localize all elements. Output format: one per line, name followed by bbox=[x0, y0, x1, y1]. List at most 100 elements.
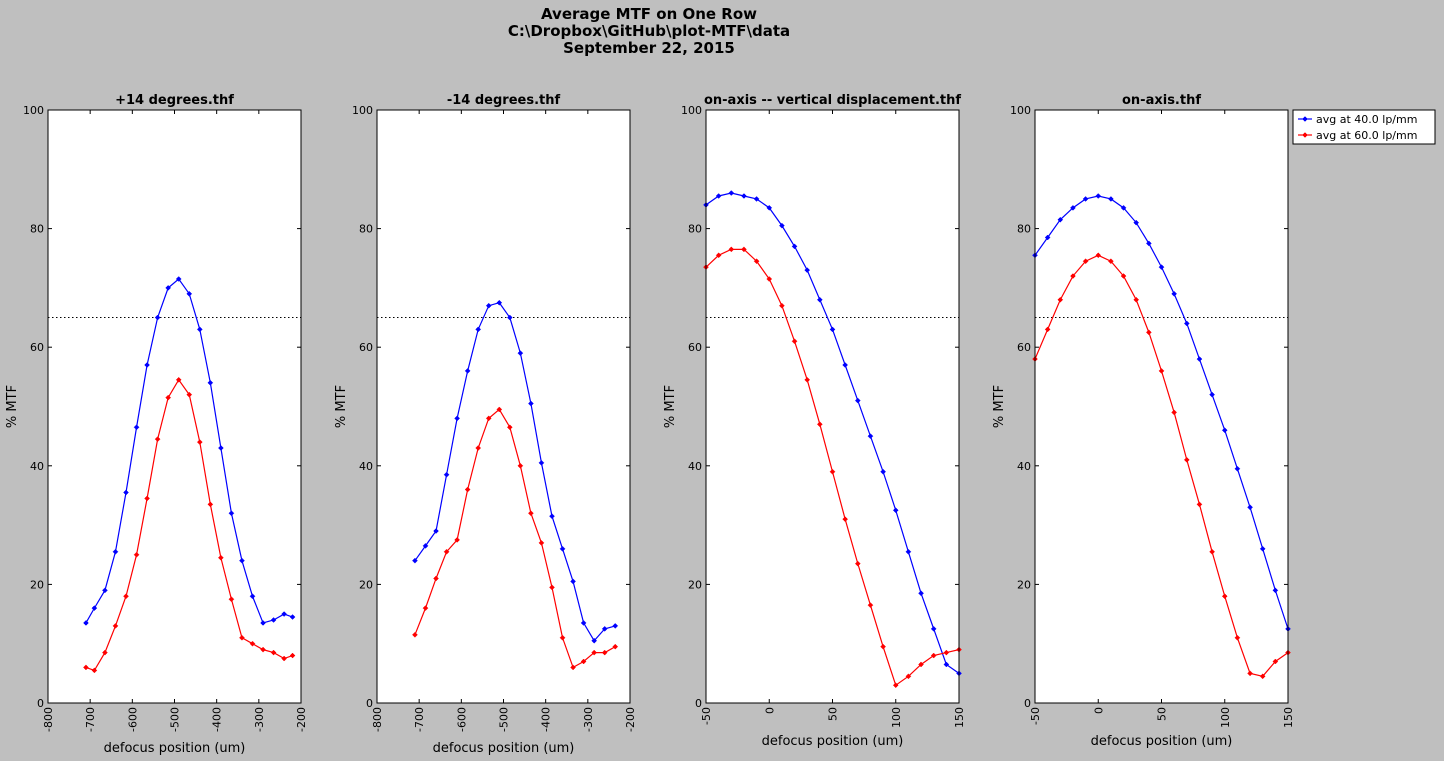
data-point bbox=[154, 314, 161, 321]
y-tick-label: 80 bbox=[688, 223, 702, 236]
plot-area bbox=[48, 110, 301, 703]
data-point bbox=[791, 338, 798, 345]
data-point bbox=[538, 540, 545, 546]
y-tick-label: 100 bbox=[1010, 104, 1031, 117]
data-point bbox=[570, 578, 576, 585]
data-point bbox=[528, 510, 534, 517]
data-point bbox=[905, 548, 912, 555]
x-tick-label: -500 bbox=[498, 707, 511, 732]
subplot-1: 0 20 40 60 80 100 -800 -700 -600 -500 -400 -300 -200… bbox=[5, 93, 308, 756]
data-point bbox=[154, 436, 161, 442]
data-point bbox=[207, 501, 214, 508]
data-point bbox=[930, 652, 937, 659]
data-point bbox=[433, 575, 439, 582]
data-point bbox=[1108, 196, 1114, 202]
data-point bbox=[591, 649, 598, 656]
data-point bbox=[867, 433, 874, 440]
data-point bbox=[485, 415, 492, 422]
data-point bbox=[422, 543, 429, 549]
data-point bbox=[1145, 240, 1152, 247]
y-axis-label: % MTF bbox=[663, 385, 678, 428]
y-axis-label: % MTF bbox=[334, 385, 349, 428]
data-point bbox=[281, 655, 287, 662]
data-point bbox=[1082, 196, 1089, 202]
legend: avg at 40.0 lp/mm avg at 60.0 lp/mm bbox=[1292, 109, 1436, 145]
data-point bbox=[102, 649, 108, 656]
x-tick-label: -700 bbox=[84, 707, 97, 732]
data-point bbox=[1082, 258, 1089, 265]
subplot-2: 0 20 40 60 80 100 -800 -700 -600 -500 -400 -300 -200… bbox=[334, 93, 637, 756]
data-point bbox=[196, 439, 203, 445]
y-tick-label: 20 bbox=[359, 578, 373, 591]
series-line-1 bbox=[414, 302, 616, 642]
data-point bbox=[496, 406, 503, 413]
data-point bbox=[112, 623, 119, 629]
data-point bbox=[804, 376, 811, 383]
data-point bbox=[289, 652, 296, 659]
plot-area bbox=[1035, 110, 1288, 703]
data-point bbox=[905, 673, 912, 680]
data-point bbox=[228, 596, 235, 603]
data-point bbox=[867, 602, 874, 609]
data-point bbox=[1044, 234, 1051, 241]
y-tick-label: 60 bbox=[1017, 341, 1031, 354]
data-point bbox=[766, 204, 773, 211]
data-point bbox=[829, 468, 836, 475]
data-point bbox=[580, 658, 587, 665]
data-point bbox=[741, 246, 747, 253]
data-point bbox=[549, 584, 555, 591]
data-point bbox=[1158, 264, 1165, 270]
data-point bbox=[1070, 204, 1076, 211]
data-point bbox=[612, 643, 619, 650]
data-point bbox=[218, 554, 224, 561]
data-point bbox=[816, 296, 823, 303]
data-point bbox=[443, 471, 450, 478]
y-tick-label: 40 bbox=[30, 460, 44, 473]
y-tick-label: 40 bbox=[688, 460, 702, 473]
data-point bbox=[1171, 290, 1178, 297]
data-point bbox=[102, 587, 108, 594]
data-point bbox=[517, 462, 524, 469]
data-point bbox=[601, 626, 608, 632]
x-tick-label: -500 bbox=[169, 707, 182, 732]
data-point bbox=[175, 376, 182, 383]
x-tick-label: 150 bbox=[1282, 707, 1295, 728]
data-point bbox=[1183, 457, 1190, 463]
data-point bbox=[549, 513, 555, 520]
data-point bbox=[779, 222, 785, 229]
data-point bbox=[249, 640, 256, 647]
data-point bbox=[538, 459, 545, 466]
x-tick-label: 50 bbox=[827, 707, 840, 721]
data-point bbox=[1234, 465, 1241, 472]
data-point bbox=[1221, 427, 1228, 434]
data-point bbox=[1095, 252, 1102, 259]
data-point bbox=[842, 362, 849, 368]
data-point bbox=[1095, 193, 1102, 199]
y-tick-label: 100 bbox=[681, 104, 702, 117]
data-point bbox=[133, 424, 140, 431]
data-point bbox=[753, 258, 760, 265]
data-point bbox=[842, 516, 849, 523]
data-point bbox=[270, 649, 277, 656]
data-point bbox=[289, 614, 296, 620]
y-tick-label: 100 bbox=[23, 104, 44, 117]
data-point bbox=[591, 637, 598, 644]
data-point bbox=[91, 605, 98, 611]
data-point bbox=[1221, 593, 1228, 600]
y-tick-label: 80 bbox=[30, 223, 44, 236]
data-point bbox=[249, 593, 256, 600]
data-point bbox=[804, 267, 811, 273]
x-tick-label: 150 bbox=[953, 707, 966, 728]
x-tick-label: 50 bbox=[1156, 707, 1169, 721]
x-tick-label: 100 bbox=[890, 707, 903, 728]
data-point bbox=[816, 421, 823, 428]
data-point bbox=[612, 623, 619, 629]
data-point bbox=[412, 631, 418, 638]
data-point bbox=[1108, 258, 1114, 265]
y-tick-label: 60 bbox=[688, 341, 702, 354]
y-tick-label: 20 bbox=[30, 578, 44, 591]
data-point bbox=[741, 193, 747, 199]
data-point bbox=[559, 634, 566, 641]
